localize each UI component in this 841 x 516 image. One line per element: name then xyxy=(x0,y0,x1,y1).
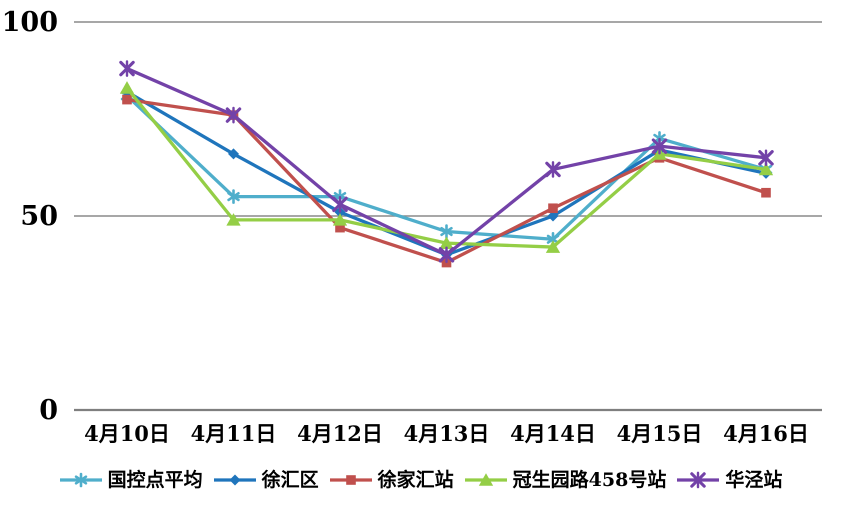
series-marker-square xyxy=(335,222,345,233)
series-marker-asterisk xyxy=(227,192,240,202)
series-marker-triangle xyxy=(478,473,493,486)
legend-marker-asterisk-icon xyxy=(59,472,102,488)
legend-label: 国控点平均 xyxy=(107,468,203,491)
plot-area: 100 50 0 4月10日 4月11日 4月12日 4月13日 4月14日 4月15日 4月16… xyxy=(2,7,822,446)
series-marker-triangle xyxy=(226,213,241,226)
series-marker-triangle xyxy=(545,240,561,253)
series-marker-diamond xyxy=(547,210,559,222)
y-tick-label: 100 xyxy=(2,7,58,38)
x-tick-label: 4月11日 xyxy=(191,421,277,446)
series-marker-asterisk xyxy=(440,226,453,237)
legend-marker-square-icon xyxy=(329,475,372,485)
series-marker-asterisk xyxy=(74,475,87,485)
series-marker-square xyxy=(761,187,771,198)
series-marker-asterisk xyxy=(546,234,560,244)
series-marker-square xyxy=(122,94,132,105)
legend-marker-triangle-icon xyxy=(464,473,507,486)
series-marker-square xyxy=(548,203,558,214)
series-marker-triangle xyxy=(758,162,774,176)
x-tick-label: 4月16日 xyxy=(723,421,809,446)
legend-label: 华泾站 xyxy=(725,468,783,491)
series-marker-triangle xyxy=(332,213,348,226)
legend-marker-diamond-icon xyxy=(213,474,256,486)
x-tick-label: 4月10日 xyxy=(84,421,170,446)
y-tick-label: 50 xyxy=(20,201,58,232)
series-line-0 xyxy=(125,94,768,241)
x-tick-label: 4月15日 xyxy=(617,421,703,446)
chart-legend: 国控点平均 徐汇区 徐家汇站 冠生园路458号站 华泾站 xyxy=(0,462,841,498)
series-marker-triangle xyxy=(119,81,135,94)
series-marker-triangle xyxy=(439,236,454,249)
legend-label: 徐家汇站 xyxy=(377,468,454,491)
legend-item-4: 华泾站 xyxy=(676,468,783,491)
series-marker-diamond xyxy=(228,148,239,160)
legend-item-1: 徐汇区 xyxy=(213,468,319,491)
series-marker-square xyxy=(345,475,356,485)
legend-label: 徐汇区 xyxy=(261,468,319,491)
legend-label: 冠生园路458号站 xyxy=(512,468,667,491)
legend-marker-x-icon xyxy=(677,471,720,489)
legend-item-0: 国控点平均 xyxy=(59,468,203,491)
legend-item-2: 徐家汇站 xyxy=(329,468,454,491)
legend-item-3: 冠生园路458号站 xyxy=(464,468,667,491)
x-tick-label: 4月13日 xyxy=(404,421,490,446)
series-marker-diamond xyxy=(229,474,241,486)
x-tick-label: 4月14日 xyxy=(510,421,596,446)
x-tick-label: 4月12日 xyxy=(297,421,383,446)
y-tick-label: 0 xyxy=(39,395,58,426)
